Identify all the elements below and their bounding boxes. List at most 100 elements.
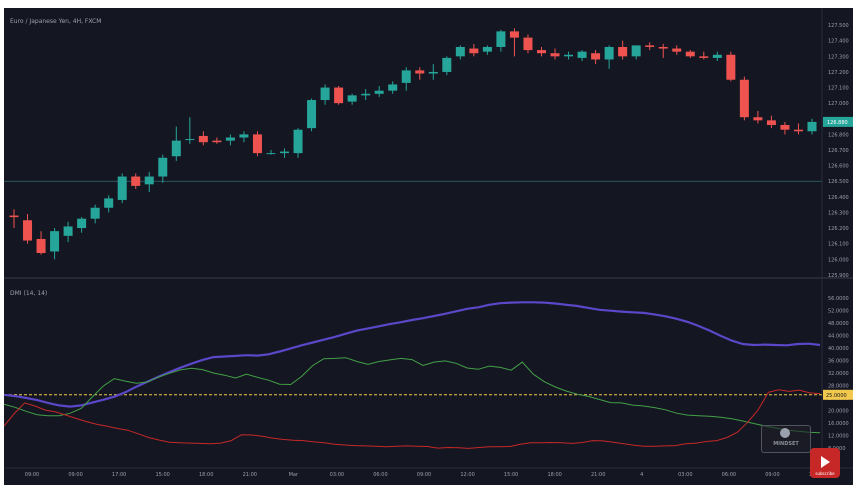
watermark-icon xyxy=(780,428,790,438)
price-axis-tick: 126.000 xyxy=(828,257,849,263)
indicator-title: DMI (14, 14) xyxy=(10,290,48,297)
time-axis-tick: 09:00 xyxy=(25,472,39,478)
bearish-candle xyxy=(618,46,628,57)
bullish-candle xyxy=(428,71,438,74)
bearish-candle xyxy=(23,220,33,241)
bullish-candle xyxy=(631,45,641,57)
indicator-axis-tick: 20.0000 xyxy=(828,408,849,414)
indicator-axis-tick: 36.0000 xyxy=(828,359,849,365)
bearish-candle xyxy=(591,53,601,60)
bullish-candle xyxy=(225,137,235,141)
bearish-candle xyxy=(685,51,695,57)
price-axis-tick: 126.100 xyxy=(828,242,849,248)
time-axis-tick: 03:00 xyxy=(330,472,344,478)
indicator-axis-tick: 48.0000 xyxy=(828,321,849,327)
bullish-candle xyxy=(171,140,181,157)
bullish-candle xyxy=(266,153,276,155)
time-axis-tick: Mar xyxy=(289,472,299,478)
bullish-candle xyxy=(320,87,330,101)
bullish-candle xyxy=(117,176,127,200)
bullish-candle xyxy=(104,198,114,208)
adx-line xyxy=(4,301,821,408)
time-axis-tick: 15:00 xyxy=(155,472,169,478)
price-axis-tick: 125.900 xyxy=(828,273,849,279)
time-axis-tick: 03:00 xyxy=(678,472,692,478)
price-axis-tick: 127.200 xyxy=(828,70,849,76)
bearish-candle xyxy=(252,134,262,154)
time-axis-tick: 09:00 xyxy=(765,472,779,478)
bearish-candle xyxy=(699,56,709,58)
indicator-axis-tick: 32.0000 xyxy=(828,371,849,377)
bearish-candle xyxy=(198,135,208,143)
indicator-axis-tick: 40.0000 xyxy=(828,346,849,352)
trading-chart: 127.500 127.400 127.300 127.200 127.100 127.0… xyxy=(4,8,853,478)
chart-frame: 127.500 127.400 127.300 127.200 127.100 127.0… xyxy=(4,8,853,485)
bearish-candle xyxy=(415,70,425,74)
price-axis-tick: 127.500 xyxy=(828,23,849,29)
bearish-candle xyxy=(793,129,803,132)
play-icon xyxy=(821,456,830,468)
bearish-candle xyxy=(509,31,519,38)
bullish-candle xyxy=(712,54,722,58)
bullish-candle xyxy=(388,84,398,91)
bearish-candle xyxy=(645,45,655,47)
time-axis-tick: 21:00 xyxy=(243,472,257,478)
time-axis-tick: 18:00 xyxy=(199,472,213,478)
bullish-candle xyxy=(577,51,587,58)
indicator-axis-tick: 12.0000 xyxy=(828,433,849,439)
bullish-candle xyxy=(442,57,452,72)
price-axis-tick: 126.800 xyxy=(828,132,849,138)
bullish-candle xyxy=(144,176,154,185)
bearish-candle xyxy=(766,120,776,126)
bearish-candle xyxy=(212,140,222,143)
bearish-candle xyxy=(9,215,19,218)
bullish-candle xyxy=(50,231,60,252)
bullish-candle xyxy=(307,100,317,129)
bullish-candle xyxy=(604,46,614,60)
bearish-candle xyxy=(334,87,344,104)
bearish-candle xyxy=(780,125,790,130)
price-axis-tick: 126.600 xyxy=(828,164,849,170)
price-axis-tick: 127.400 xyxy=(828,39,849,45)
bearish-candle xyxy=(36,238,46,254)
bearish-candle xyxy=(658,46,668,49)
youtube-subscribe-button[interactable]: subscribe xyxy=(810,448,840,478)
bullish-candle xyxy=(239,134,249,138)
bullish-candle xyxy=(280,151,290,154)
bullish-candle xyxy=(455,46,465,57)
bearish-candle xyxy=(550,53,560,57)
bearish-candle xyxy=(131,176,141,186)
bullish-candle xyxy=(496,31,506,47)
time-axis-tick: 21:00 xyxy=(591,472,605,478)
threshold-label: 25.0000 xyxy=(826,393,847,399)
time-axis-tick: 18:00 xyxy=(547,472,561,478)
bullish-candle xyxy=(293,129,303,154)
bearish-candle xyxy=(753,117,763,121)
time-axis-tick: 12:00 xyxy=(460,472,474,478)
price-axis-tick: 127.300 xyxy=(828,54,849,60)
price-axis-tick: 126.500 xyxy=(828,179,849,185)
bullish-candle xyxy=(401,70,411,83)
indicator-axis-tick: 52.0000 xyxy=(828,309,849,315)
chart-title: Euro / Japanese Yen, 4H, FXCM xyxy=(10,18,102,25)
price-axis-tick: 126.300 xyxy=(828,210,849,216)
bullish-candle xyxy=(63,226,73,236)
bearish-candle xyxy=(739,79,749,118)
indicator-axis-tick: 56.0000 xyxy=(828,296,849,302)
indicator-axis-tick: 16.0000 xyxy=(828,421,849,427)
last-price-label: 126.880 xyxy=(827,120,848,126)
indicator-axis-tick: 44.0000 xyxy=(828,334,849,340)
threshold-badge xyxy=(823,389,853,400)
bullish-candle xyxy=(158,157,168,177)
bullish-candle xyxy=(361,93,371,96)
price-axis-tick: 126.200 xyxy=(828,226,849,232)
bullish-candle xyxy=(374,90,384,94)
time-axis-tick: 06:00 xyxy=(373,472,387,478)
bullish-candle xyxy=(77,218,87,229)
bullish-candle xyxy=(185,139,195,141)
time-axis-tick: 06:00 xyxy=(722,472,736,478)
time-axis-tick: 15:00 xyxy=(504,472,518,478)
bullish-candle xyxy=(347,95,357,102)
bullish-candle xyxy=(807,121,817,132)
bullish-candle xyxy=(564,54,574,57)
